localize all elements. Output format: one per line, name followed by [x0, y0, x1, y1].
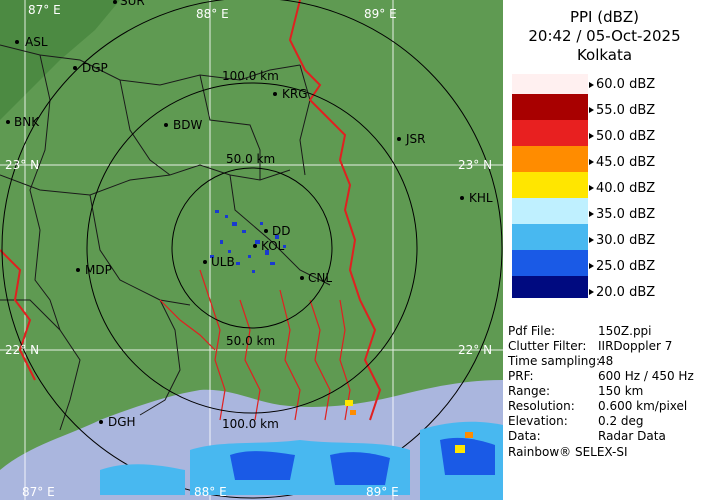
scale-tick-arrows — [589, 82, 594, 295]
scale-label-35: 35.0 dBZ — [596, 207, 656, 222]
city-label-krg: KRG — [282, 87, 308, 101]
city-dot-sur — [113, 0, 117, 4]
city-dot-bdw — [164, 123, 168, 127]
ring-label-50km-south: 50.0 km — [226, 334, 275, 348]
city-dot-ulb — [203, 260, 207, 264]
city-label-jsr: JSR — [405, 132, 426, 146]
scale-label-50: 50.0 dBZ — [596, 129, 656, 144]
scale-label-40: 40.0 dBZ — [596, 181, 656, 196]
info-row-range: Range: 150 km — [508, 384, 644, 398]
echo-cluster-south-intense — [345, 400, 465, 453]
international-border — [288, 0, 382, 421]
city-dot-dgh — [99, 420, 103, 424]
ring-label-100km-south: 100.0 km — [222, 417, 279, 431]
city-label-sur: SUR — [120, 0, 145, 8]
label-88e-bottom: 88° E — [194, 485, 227, 499]
city-label-cnl: CNL — [308, 271, 332, 285]
city-label-dgh: DGH — [108, 415, 136, 429]
city-dot-mdp — [76, 268, 80, 272]
product-title: PPI (dBZ) — [569, 8, 640, 26]
northwest-upland — [0, 0, 120, 120]
label-87e-bottom: 87° E — [22, 485, 55, 499]
district-borders — [0, 44, 331, 431]
city-label-dgp: DGP — [82, 61, 108, 75]
echo-cluster-center — [210, 210, 286, 273]
graticule — [0, 0, 503, 500]
city-dot-asl — [15, 40, 19, 44]
scale-label-55: 55.0 dBZ — [596, 103, 656, 118]
city-label-bnk: BNK — [14, 115, 40, 129]
scale-swatch-45 — [512, 146, 588, 172]
info-row-data: Data: Radar Data — [508, 429, 666, 443]
range-ring-150km — [1, 0, 503, 499]
color-scale-bar — [512, 74, 594, 298]
scale-label-60: 60.0 dBZ — [596, 77, 656, 92]
echo-cluster-south-core — [230, 437, 495, 485]
label-88e-top: 88° E — [196, 7, 229, 21]
label-23n-right: 23° N — [458, 158, 492, 172]
city-dot-krg — [273, 92, 277, 96]
range-ring-50km — [171, 167, 333, 329]
scale-swatch-40 — [512, 172, 588, 198]
city-label-kol: KOL — [261, 239, 285, 253]
scale-swatch-20 — [512, 276, 588, 298]
product-datetime: 20:42 / 05-Oct-2025 — [528, 27, 681, 45]
info-row-sampling: Time sampling:48 — [508, 354, 614, 368]
radar-echoes — [100, 210, 503, 500]
city-label-ulb: ULB — [211, 255, 235, 269]
scale-swatch-top — [512, 74, 588, 94]
label-23n-left: 23° N — [5, 158, 39, 172]
info-row-elevation: Elevation: 0.2 deg — [508, 414, 644, 428]
ring-label-50km-north: 50.0 km — [226, 152, 275, 166]
label-87e-top: 87° E — [28, 3, 61, 17]
range-rings — [1, 0, 503, 499]
range-ring-100km — [86, 82, 418, 414]
scale-swatch-30 — [512, 224, 588, 250]
city-label-mdp: MDP — [85, 263, 112, 277]
legend-panel: PPI (dBZ) 20:42 / 05-Oct-2025 Kolkata — [503, 0, 706, 500]
label-22n-right: 22° N — [458, 343, 492, 357]
scale-label-30: 30.0 dBZ — [596, 233, 656, 248]
city-dot-cnl — [300, 276, 304, 280]
city-dot-khl — [460, 196, 464, 200]
scale-swatch-50 — [512, 120, 588, 146]
river-channels — [159, 269, 351, 421]
label-89e-top: 89° E — [364, 7, 397, 21]
ring-label-100km-north: 100.0 km — [222, 69, 279, 83]
info-row-clutter: Clutter Filter: IIRDoppler 7 — [508, 339, 673, 353]
scale-label-20: 20.0 dBZ — [596, 285, 656, 300]
info-row-prf: PRF: 600 Hz / 450 Hz — [508, 369, 694, 383]
city-dot-dd — [264, 229, 268, 233]
label-22n-left: 22° N — [5, 343, 39, 357]
city-dot-kol — [253, 244, 257, 248]
echo-cluster-south-intense-2 — [350, 410, 473, 438]
scale-swatch-55 — [512, 94, 588, 120]
city-dot-dgp — [73, 66, 77, 70]
city-label-khl: KHL — [469, 191, 493, 205]
scale-swatch-35 — [512, 198, 588, 224]
radar-map-svg: 50.0 km 100.0 km 50.0 km 100.0 km 87° E … — [0, 0, 503, 500]
ring-labels: 50.0 km 100.0 km 50.0 km 100.0 km — [222, 69, 279, 431]
graticule-labels: 87° E 88° E 89° E 23° N 23° N 22° N 22° … — [5, 3, 492, 499]
footer-credit: Rainbow® SELEX-SI — [508, 445, 628, 459]
scale-label-25: 25.0 dBZ — [596, 259, 656, 274]
scale-swatch-25 — [512, 250, 588, 276]
state-border-west — [0, 249, 36, 381]
scale-label-45: 45.0 dBZ — [596, 155, 656, 170]
city-dot-jsr — [397, 137, 401, 141]
info-row-pdf: Pdf File: 150Z.ppi — [508, 324, 652, 338]
label-89e-bottom: 89° E — [366, 485, 399, 499]
city-dot-bnk — [6, 120, 10, 124]
city-label-dd: DD — [272, 224, 290, 238]
info-row-resolution: Resolution: 0.600 km/pixel — [508, 399, 688, 413]
city-label-bdw: BDW — [173, 118, 202, 132]
city-label-asl: ASL — [25, 35, 48, 49]
station-name: Kolkata — [576, 46, 633, 64]
city-labels: SUR ASL DGP KRG BNK BDW JSR KHL MDP DD — [6, 0, 493, 429]
radar-map: 50.0 km 100.0 km 50.0 km 100.0 km 87° E … — [0, 0, 503, 500]
